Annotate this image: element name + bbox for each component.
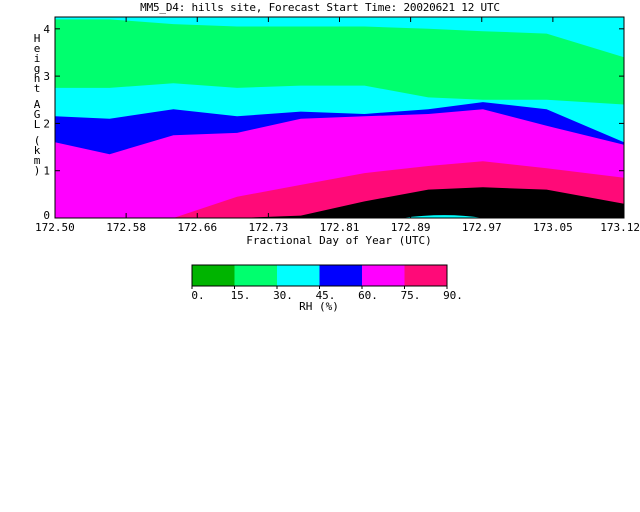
- y-tick-label: 2: [43, 117, 50, 130]
- contour-band-90: [55, 187, 624, 218]
- x-tick-label: 172.89: [391, 221, 431, 234]
- y-axis-label-char: (: [34, 134, 41, 147]
- y-axis-label-char: G: [34, 108, 41, 121]
- colorbar-tick-label: 90.: [443, 289, 463, 302]
- x-tick-label: 172.81: [320, 221, 360, 234]
- y-tick-label: 1: [43, 165, 50, 178]
- y-tick-label: 0: [43, 209, 50, 222]
- colorbar-label: RH (%): [299, 300, 339, 313]
- y-axis-label-char: ): [34, 164, 41, 177]
- x-tick-label: 173.05: [533, 221, 573, 234]
- y-axis-label-char: t: [34, 82, 41, 95]
- y-axis: 0 1 2 3 4: [43, 23, 624, 222]
- colorbar-swatch: [192, 265, 235, 286]
- colorbar-swatch: [277, 265, 320, 286]
- contour-patch-30: [400, 215, 483, 218]
- colorbar: 0. 15. 30. 45. 60. 75. 90.: [191, 264, 463, 302]
- y-axis-label-char: k: [34, 144, 41, 157]
- x-tick-label: 172.66: [177, 221, 217, 234]
- colorbar-tick-label: 45.: [316, 289, 336, 302]
- x-axis-label: Fractional Day of Year (UTC): [246, 234, 431, 247]
- x-tick-label: 172.73: [249, 221, 289, 234]
- colorbar-swatch: [362, 265, 405, 286]
- x-tick-label: 173.12: [600, 221, 640, 234]
- chart-title: MM5_D4: hills site, Forecast Start Time:…: [140, 1, 500, 14]
- x-axis: 172.50 172.58 172.66 172.73 172.81 172.89 172.…: [35, 17, 640, 234]
- y-axis-label-char: i: [34, 52, 41, 65]
- y-axis-label-char: g: [34, 62, 41, 75]
- y-axis-label-char: m: [34, 154, 41, 167]
- colorbar-tick-label: 75.: [401, 289, 421, 302]
- contour-island-15: [510, 72, 588, 84]
- y-axis-label-char: L: [34, 118, 41, 131]
- colorbar-swatch: [404, 265, 447, 286]
- y-tick-label: 3: [43, 70, 50, 83]
- colorbar-tick-label: 30.: [273, 289, 293, 302]
- colorbar-tick-label: 0.: [191, 289, 204, 302]
- colorbar-tick-label: 15.: [231, 289, 251, 302]
- colorbar-swatch: [319, 265, 362, 286]
- y-axis-label-char: h: [34, 72, 41, 85]
- y-axis-label-char: H: [34, 32, 41, 45]
- contour-bands: [55, 19, 624, 218]
- colorbar-tick-label: 60.: [358, 289, 378, 302]
- colorbar-swatch: [234, 265, 277, 286]
- x-tick-label: 172.58: [106, 221, 146, 234]
- y-tick-label: 4: [43, 23, 50, 36]
- y-axis-label-char: e: [34, 42, 41, 55]
- x-tick-label: 172.97: [462, 221, 502, 234]
- x-tick-label: 172.50: [35, 221, 75, 234]
- y-axis-label-char: A: [34, 98, 41, 111]
